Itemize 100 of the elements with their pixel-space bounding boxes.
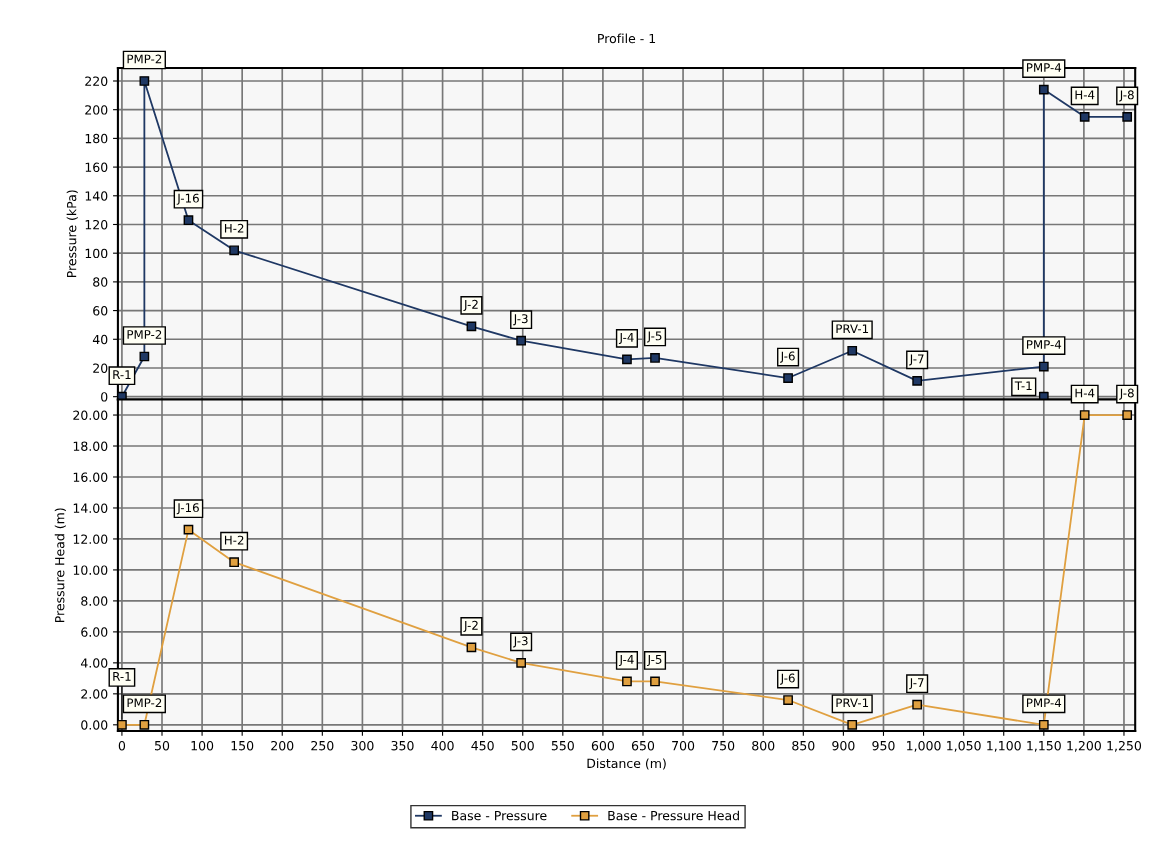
y-tick-label: 200 [85, 105, 108, 115]
annotation: J-5 [646, 331, 662, 343]
annotation: J-7 [909, 678, 924, 690]
annotation: J-3 [513, 636, 528, 648]
annotation: J-6 [780, 673, 795, 685]
chart-title: Profile - 1 [598, 33, 656, 44]
annotation: J-2 [463, 620, 478, 632]
annotation: PMP-4 [1027, 698, 1062, 708]
point [783, 373, 793, 383]
point [622, 676, 632, 687]
annotation: PMP-2 [127, 54, 162, 64]
y-axis-title: Pressure Head (m) [54, 508, 66, 623]
y-tick-label: 0 [101, 392, 108, 402]
y-tick-label: 14.00 [73, 503, 108, 513]
y-tick-label: 180 [85, 133, 108, 144]
annotation: J-3 [513, 314, 528, 326]
annotation: J-7 [909, 354, 924, 366]
y-tick-label: 140 [85, 191, 108, 201]
legend-label: Base - Pressure [452, 811, 547, 821]
y-tick-label: 60 [93, 306, 108, 316]
y-tick-label: 16.00 [73, 472, 108, 482]
x-tick-label: 300 [351, 740, 374, 751]
x-tick-label: 700 [672, 740, 695, 751]
annotation: PMP-2 [127, 330, 162, 339]
x-tick-label: 500 [511, 740, 534, 751]
y-tick-label: 160 [85, 162, 108, 173]
point [1038, 84, 1049, 95]
point [912, 699, 923, 710]
y-tick-label: 80 [93, 277, 108, 287]
point [183, 524, 194, 535]
y-tick-label: 18.00 [73, 441, 108, 451]
annotation: J-6 [780, 351, 795, 363]
annotation: R-1 [113, 672, 131, 681]
x-tick-label: 950 [872, 740, 895, 751]
point [1038, 391, 1049, 400]
y-tick-label: 8.00 [81, 596, 108, 606]
x-tick-label: 100 [191, 740, 214, 751]
x-tick-label: 1,050 [947, 740, 981, 752]
annotation: PMP-4 [1027, 63, 1062, 72]
x-axis-title: Distance (m) [587, 758, 666, 770]
y-tick-label: 2.00 [81, 689, 108, 699]
point [516, 335, 526, 346]
y-tick-label: 120 [85, 219, 108, 230]
y-tick-label: 40 [92, 334, 108, 345]
annotation: J-2 [463, 299, 478, 311]
y-tick-label: 6.00 [81, 627, 108, 637]
annotation: J-5 [646, 655, 662, 667]
annotation: J-16 [176, 193, 199, 205]
point [847, 345, 858, 356]
annotation: R-1 [113, 370, 131, 379]
y-tick-label: 20 [93, 363, 108, 373]
x-tick-label: 350 [391, 740, 414, 751]
y-tick-label: 100 [85, 248, 108, 259]
y-tick-label: 20.00 [73, 410, 108, 420]
x-tick-label: 550 [551, 740, 574, 751]
point [783, 695, 793, 705]
point [229, 557, 240, 568]
point [650, 353, 660, 363]
x-tick-label: 1,250 [1107, 740, 1142, 752]
annotation: PMP-4 [1027, 340, 1062, 349]
point [1122, 410, 1133, 420]
annotation: T-1 [1014, 381, 1032, 391]
point [622, 354, 632, 365]
annotation: H-2 [224, 223, 244, 233]
point [139, 76, 150, 86]
y-tick-label: 220 [85, 76, 108, 86]
x-tick-label: 600 [591, 740, 614, 751]
point [1038, 361, 1049, 372]
x-tick-label: 750 [712, 740, 735, 751]
x-tick-label: 900 [832, 740, 855, 751]
x-tick-label: 850 [792, 740, 815, 751]
point [229, 245, 240, 256]
x-tick-label: 0 [118, 740, 126, 751]
x-tick-label: 400 [431, 740, 454, 751]
x-tick-label: 1,150 [1027, 740, 1061, 752]
y-tick-label: 0.00 [81, 720, 108, 730]
x-tick-label: 150 [231, 740, 254, 751]
point [1038, 719, 1049, 730]
point [117, 391, 127, 400]
x-tick-label: 450 [471, 740, 494, 751]
annotation: J-8 [1119, 388, 1134, 400]
annotation: J-8 [1119, 90, 1134, 102]
point [912, 376, 923, 386]
x-tick-label: 1,200 [1067, 740, 1101, 752]
annotation: H-4 [1075, 90, 1095, 100]
y-tick-label: 4.00 [80, 658, 108, 668]
annotation: PMP-2 [127, 698, 162, 708]
x-tick-label: 650 [631, 740, 655, 751]
point [516, 657, 526, 668]
x-tick-label: 200 [271, 740, 294, 751]
y-tick-label: 10.00 [73, 565, 108, 575]
x-tick-label: 1,000 [907, 740, 941, 752]
point [1079, 112, 1090, 122]
annotation: J-4 [618, 655, 634, 667]
point [1079, 410, 1090, 420]
annotation: PRV-1 [836, 324, 869, 334]
annotation: H-2 [224, 535, 244, 545]
point [183, 215, 194, 226]
annotation: J-4 [618, 333, 634, 344]
x-tick-label: 250 [311, 740, 334, 751]
